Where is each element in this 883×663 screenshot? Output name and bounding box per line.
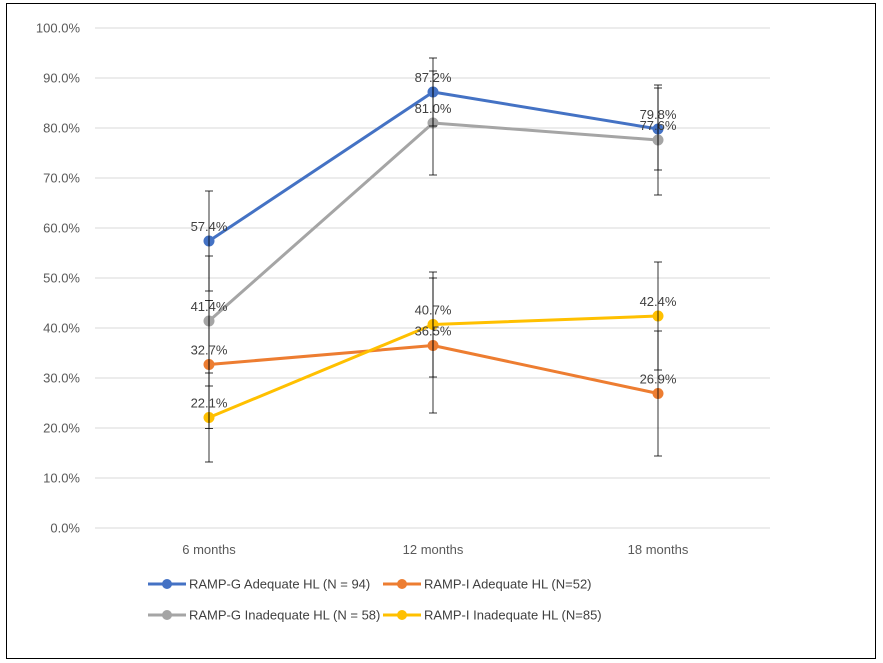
data-label: 22.1% <box>191 396 228 411</box>
legend-label: RAMP-I Adequate HL (N=52) <box>424 577 592 592</box>
data-label: 77.6% <box>640 118 677 133</box>
x-tick-label: 12 months <box>403 542 464 557</box>
y-tick-label: 80.0% <box>43 121 80 136</box>
data-label: 81.0% <box>415 101 452 116</box>
data-label: 79.8% <box>640 107 677 122</box>
legend-marker <box>397 610 407 620</box>
legend-marker <box>397 579 407 589</box>
x-tick-label: 6 months <box>182 542 236 557</box>
y-tick-label: 30.0% <box>43 371 80 386</box>
series-line <box>207 121 660 323</box>
legend-marker <box>162 610 172 620</box>
y-tick-label: 50.0% <box>43 271 80 286</box>
y-tick-label: 0.0% <box>50 521 80 536</box>
y-tick-label: 100.0% <box>36 21 81 36</box>
data-label: 26.9% <box>640 372 677 387</box>
legend-label: RAMP-I Inadequate HL (N=85) <box>424 608 602 623</box>
chart-frame <box>6 3 876 659</box>
y-tick-label: 60.0% <box>43 221 80 236</box>
y-tick-label: 10.0% <box>43 471 80 486</box>
legend-label: RAMP-G Adequate HL (N = 94) <box>189 577 370 592</box>
data-label: 41.4% <box>191 299 228 314</box>
data-label: 42.4% <box>640 294 677 309</box>
series-line <box>207 344 660 395</box>
data-label: 87.2% <box>415 70 452 85</box>
data-label: 32.7% <box>191 343 228 358</box>
x-tick-label: 18 months <box>628 542 689 557</box>
data-label: 36.5% <box>415 324 452 339</box>
legend-marker <box>162 579 172 589</box>
legend-label: RAMP-G Inadequate HL (N = 58) <box>189 608 380 623</box>
data-label: 40.7% <box>415 303 452 318</box>
y-tick-label: 90.0% <box>43 71 80 86</box>
data-label: 57.4% <box>191 219 228 234</box>
y-tick-label: 70.0% <box>43 171 80 186</box>
y-tick-label: 40.0% <box>43 321 80 336</box>
y-tick-label: 20.0% <box>43 421 80 436</box>
